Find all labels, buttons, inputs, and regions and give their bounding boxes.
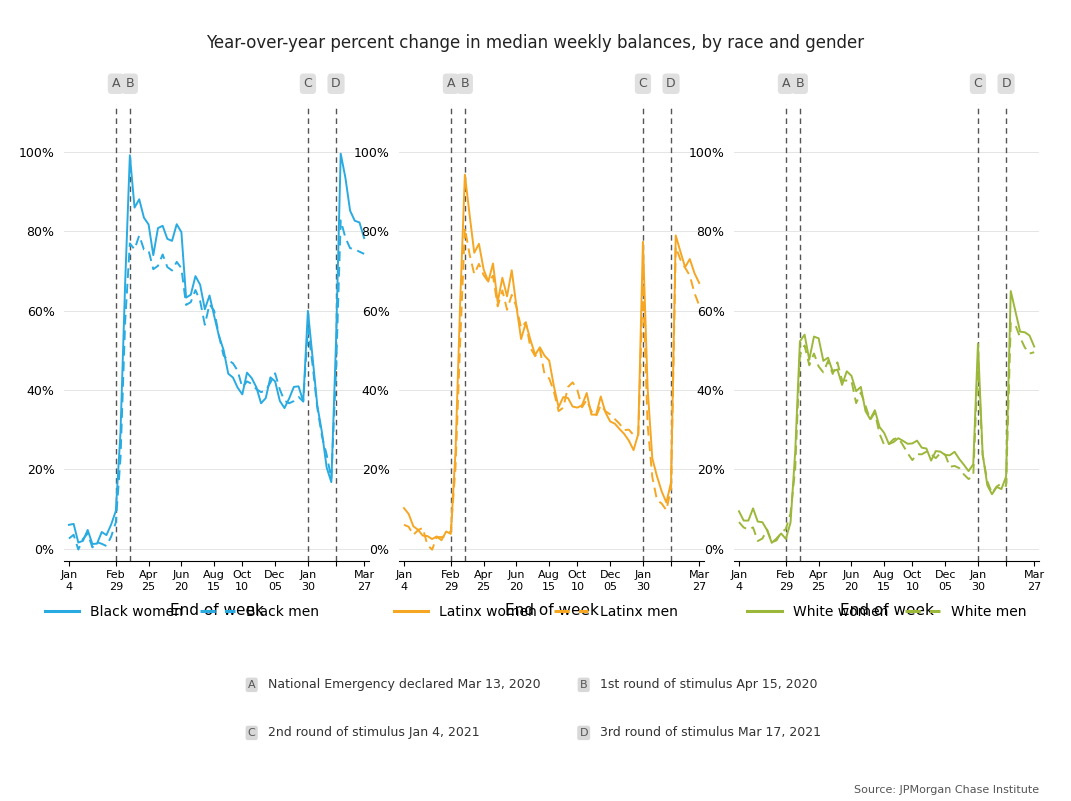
Text: B: B bbox=[579, 680, 588, 690]
Text: D: D bbox=[1001, 77, 1011, 91]
Text: A: A bbox=[447, 77, 455, 91]
Legend: Latinx women, Latinx men: Latinx women, Latinx men bbox=[388, 600, 683, 625]
X-axis label: End of week: End of week bbox=[504, 603, 599, 618]
Text: D: D bbox=[579, 728, 588, 738]
Text: D: D bbox=[666, 77, 676, 91]
Text: A: A bbox=[247, 680, 256, 690]
Text: D: D bbox=[331, 77, 341, 91]
Text: A: A bbox=[782, 77, 790, 91]
Text: B: B bbox=[796, 77, 804, 91]
Text: C: C bbox=[974, 77, 982, 91]
Text: 2nd round of stimulus Jan 4, 2021: 2nd round of stimulus Jan 4, 2021 bbox=[268, 727, 480, 739]
Text: Source: JPMorgan Chase Institute: Source: JPMorgan Chase Institute bbox=[854, 785, 1039, 795]
Text: C: C bbox=[247, 728, 256, 738]
Text: 3rd round of stimulus Mar 17, 2021: 3rd round of stimulus Mar 17, 2021 bbox=[600, 727, 820, 739]
Text: C: C bbox=[638, 77, 647, 91]
Legend: Black women, Black men: Black women, Black men bbox=[39, 600, 325, 625]
Text: C: C bbox=[303, 77, 313, 91]
Text: B: B bbox=[125, 77, 134, 91]
Text: Year-over-year percent change in median weekly balances, by race and gender: Year-over-year percent change in median … bbox=[207, 34, 864, 52]
Legend: White women, White men: White women, White men bbox=[741, 600, 1032, 625]
X-axis label: End of week: End of week bbox=[169, 603, 263, 618]
Text: B: B bbox=[461, 77, 469, 91]
X-axis label: End of week: End of week bbox=[840, 603, 934, 618]
Text: A: A bbox=[111, 77, 120, 91]
Text: 1st round of stimulus Apr 15, 2020: 1st round of stimulus Apr 15, 2020 bbox=[600, 678, 817, 691]
Text: National Emergency declared Mar 13, 2020: National Emergency declared Mar 13, 2020 bbox=[268, 678, 541, 691]
